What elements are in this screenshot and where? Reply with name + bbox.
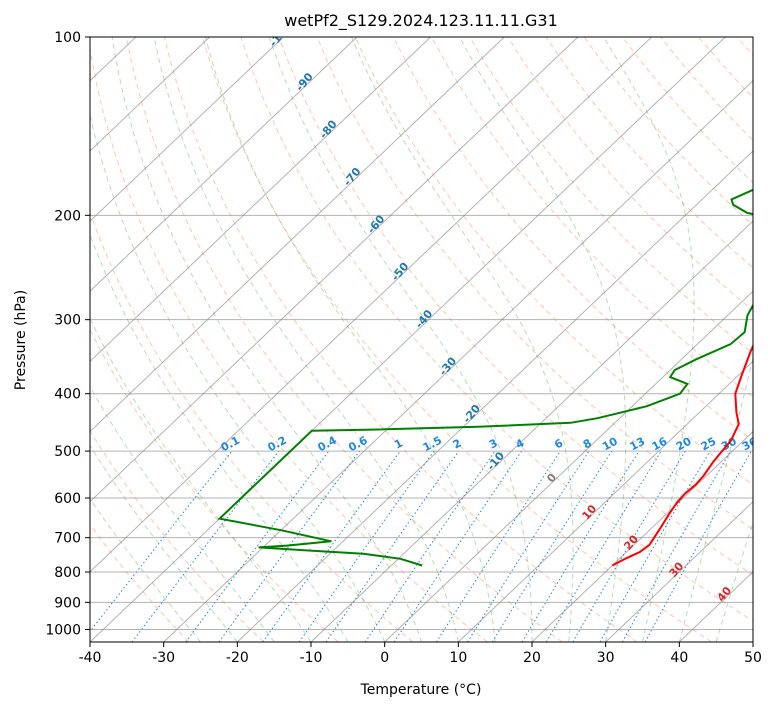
isotherm-line (605, 501, 753, 642)
mixing-ratio-label: 36 (740, 435, 760, 454)
mixing-ratio-label: 25 (699, 435, 719, 454)
moist-adiabat (204, 37, 496, 642)
moist-adiabat (90, 497, 201, 642)
isotherm-line (236, 150, 753, 642)
isotherm-line (90, 37, 210, 152)
mixing-ratio-label: 16 (650, 435, 670, 454)
x-tick-label: 40 (670, 650, 688, 666)
mixing-ratio-label: 10 (600, 435, 620, 454)
moist-adiabat (268, 37, 533, 642)
dry-adiabat (90, 211, 414, 642)
moist-adiabat (351, 37, 574, 642)
x-tick-label: -20 (226, 650, 249, 666)
dry-adiabat (163, 37, 638, 642)
x-tick-label: 10 (449, 650, 467, 666)
moist-adiabat (459, 37, 627, 642)
x-tick-label: 30 (597, 650, 615, 666)
chart-title: wetPf2_S129.2024.123.11.11.G31 (284, 11, 558, 31)
temperature-profile-line (611, 343, 753, 567)
y-tick-label: 200 (54, 208, 81, 224)
mixing-ratio-line (467, 450, 590, 642)
y-axis-label: Pressure (hPa) (13, 290, 29, 390)
isotherm-line (90, 37, 284, 222)
y-tick-label: 500 (54, 444, 81, 460)
mixing-ratio-label: 20 (674, 435, 694, 454)
mixing-ratio-line (435, 450, 561, 642)
dry-adiabat (507, 37, 753, 312)
x-tick-label: 20 (523, 650, 541, 666)
y-tick-label: 800 (54, 565, 81, 581)
x-tick-label: -40 (79, 650, 102, 666)
axis-ticks: -40 -30 -20 -10 0 10 20 30 40 50 100 200 300 400 500 60… (45, 30, 762, 666)
isotherm-line (163, 80, 753, 642)
y-tick-label: 300 (54, 313, 81, 329)
mixing-ratio-line (185, 450, 330, 642)
isotherm-line (457, 360, 753, 642)
x-tick-label: -10 (300, 650, 323, 666)
moist-adiabat (90, 233, 349, 642)
isotherm-line (90, 37, 505, 433)
isotherm-line (90, 37, 579, 503)
isotherm-line (90, 37, 431, 363)
mixing-ratio-line (325, 450, 460, 642)
moist-adiabat (111, 37, 422, 642)
y-tick-label: 400 (54, 387, 81, 403)
mixing-ratio-label: 13 (628, 435, 648, 454)
isotherm-line (531, 430, 753, 642)
isotherm-line (90, 37, 358, 292)
isotherm-line (384, 290, 753, 642)
mixing-ratio-line (298, 450, 435, 642)
dry-adiabat (354, 37, 753, 486)
dewpoint-profile-line (217, 188, 753, 567)
x-axis-label: Temperature (°C) (360, 682, 482, 698)
x-tick-label: -30 (152, 650, 175, 666)
dry-adiabat (392, 37, 753, 442)
y-tick-label: 900 (54, 595, 81, 611)
profile-lines (217, 188, 753, 567)
background-lines (90, 37, 753, 642)
dry-adiabat (90, 523, 190, 642)
isotherm-line (90, 37, 652, 573)
mixing-ratio-line (218, 450, 361, 642)
y-tick-label: 1000 (45, 622, 81, 638)
y-tick-label: 600 (54, 491, 81, 507)
isotherm-line (310, 220, 753, 642)
plot-frame (89, 36, 754, 643)
dry-adiabat (90, 45, 488, 642)
x-tick-label: 50 (744, 650, 762, 666)
moist-adiabat (90, 112, 386, 642)
mixing-ratio-line (262, 450, 401, 642)
x-tick-label: 0 (380, 650, 389, 666)
mixing-ratio-line (621, 450, 732, 642)
isotherm-line (90, 37, 726, 642)
y-tick-label: 700 (54, 531, 81, 547)
mixing-ratio-line (521, 450, 640, 642)
mixing-ratio-line (364, 450, 496, 642)
y-tick-label: 100 (54, 30, 81, 46)
